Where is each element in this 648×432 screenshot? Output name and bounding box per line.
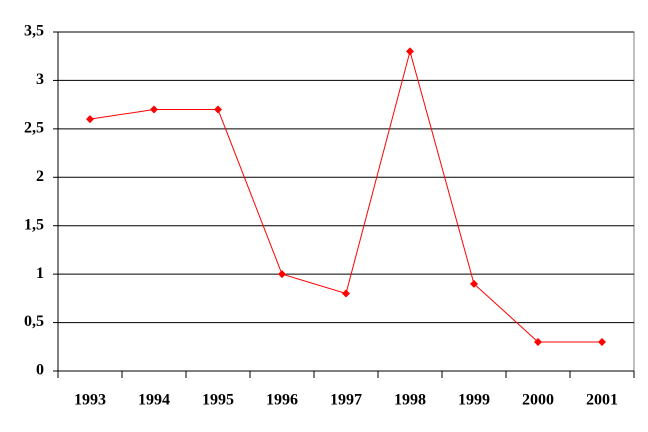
y-tick-label: 3 <box>36 71 44 88</box>
plot-area <box>57 31 635 372</box>
x-tick-label: 1999 <box>458 392 490 409</box>
x-tick-label: 1997 <box>330 392 362 409</box>
y-tick-label: 3,5 <box>24 23 44 40</box>
x-tick-label: 1996 <box>266 392 298 409</box>
x-tick-label: 1994 <box>138 392 170 409</box>
y-tick-label: 0,5 <box>24 313 44 330</box>
x-tick-label: 1995 <box>202 392 234 409</box>
y-tick-label: 0 <box>36 362 44 379</box>
marker <box>86 115 94 124</box>
marker <box>342 289 350 298</box>
x-tick-label: 2000 <box>522 392 554 409</box>
y-tick-label: 2 <box>36 168 44 185</box>
x-tick-label: 2001 <box>586 392 618 409</box>
marker <box>406 47 414 56</box>
marker <box>214 105 222 114</box>
x-tick-label: 1993 <box>74 392 106 409</box>
x-tick-label: 1998 <box>394 392 426 409</box>
marker <box>598 337 606 346</box>
y-tick-label: 2,5 <box>24 120 44 137</box>
marker <box>470 279 478 288</box>
marker <box>278 270 286 279</box>
marker <box>150 105 158 114</box>
y-tick-label: 1,5 <box>24 216 44 233</box>
y-tick-label: 1 <box>36 265 44 282</box>
marker <box>534 337 542 346</box>
